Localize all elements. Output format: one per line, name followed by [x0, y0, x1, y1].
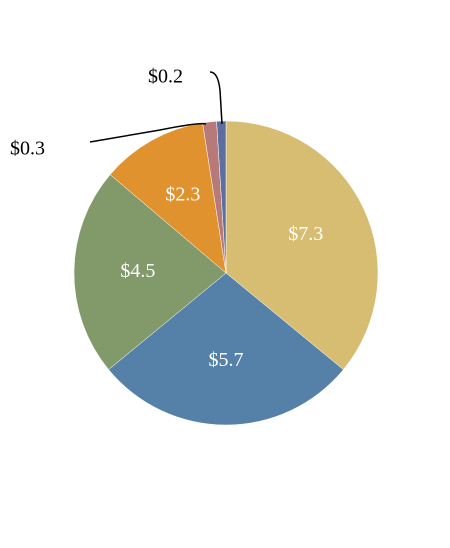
leader-line [89, 122, 207, 143]
leader-line [209, 71, 223, 125]
data-label: $2.3 [165, 184, 200, 206]
data-label: $0.3 [10, 138, 45, 160]
data-label: $0.2 [148, 66, 183, 88]
pie-slice [225, 120, 379, 370]
data-label: $4.5 [120, 260, 155, 282]
pie-slice [73, 174, 227, 370]
data-label: $5.7 [209, 349, 244, 371]
pie-slice [108, 272, 344, 426]
data-label: $7.3 [288, 223, 323, 245]
